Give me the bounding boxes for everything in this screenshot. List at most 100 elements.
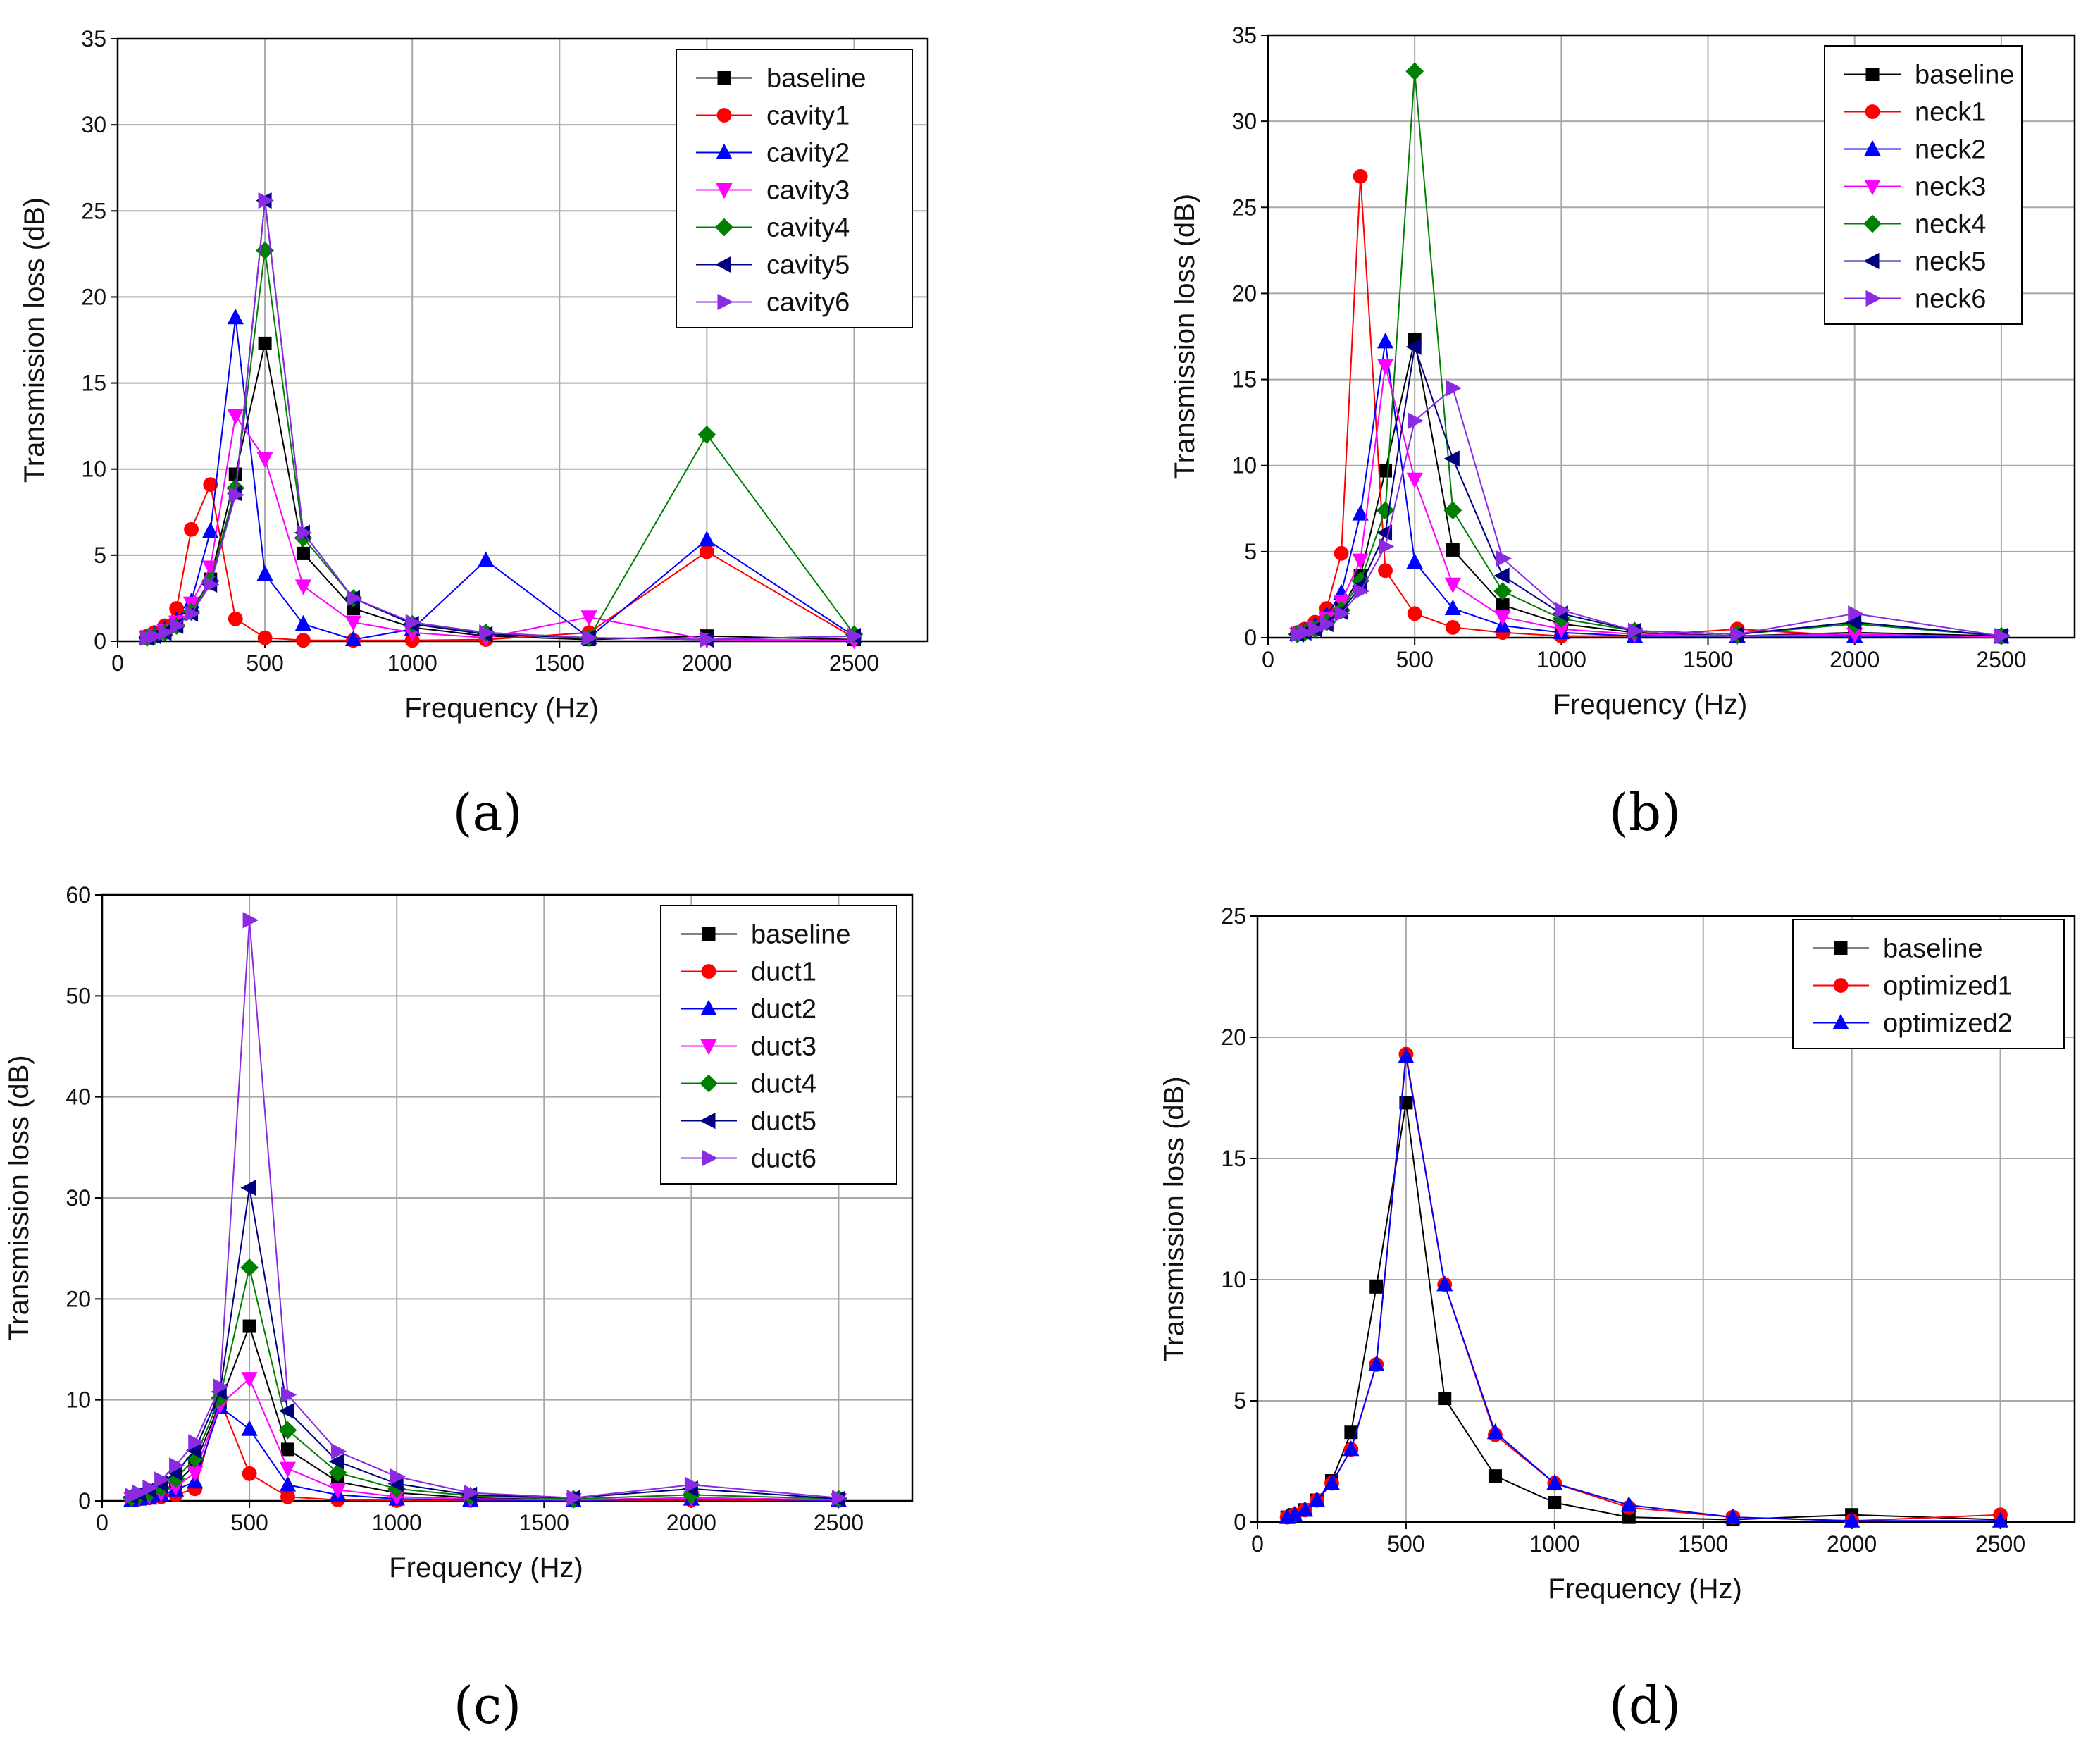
y-tick-label: 10 <box>66 1387 91 1413</box>
y-tick-label: 20 <box>1221 1025 1246 1050</box>
legend: baseline cavity1 cavity2 cavity3 cavity4 cavi… <box>676 49 913 328</box>
data-point-neck6 <box>1353 583 1369 600</box>
legend-label-baseline: baseline <box>1883 934 1983 964</box>
data-point-cavity2 <box>227 308 244 325</box>
legend-marker-cavity1 <box>716 108 732 123</box>
data-point-cavity2 <box>698 531 715 547</box>
data-point-neck3 <box>1352 553 1369 569</box>
axes-frame <box>1267 34 2076 639</box>
data-point-neck6 <box>1334 605 1350 622</box>
y-tick-label: 20 <box>66 1286 91 1311</box>
legend-marker-duct6 <box>702 1149 718 1167</box>
data-point-cavity6 <box>170 617 186 634</box>
data-point-cavity1 <box>184 521 199 537</box>
x-tick-label: 2500 <box>814 1510 864 1535</box>
data-point-duct4 <box>278 1421 297 1440</box>
x-tick-label: 2000 <box>666 1510 716 1535</box>
chart-panel-3: 0 500 1000 1500 2000 2500 0 10 20 30 40 50 60 Frequen… <box>4 882 914 1583</box>
data-point-neck1 <box>1407 606 1422 621</box>
data-point-cavity3 <box>344 615 362 631</box>
data-point-baseline <box>1446 543 1460 557</box>
legend-label-baseline: baseline <box>751 920 851 950</box>
y-axis-title: Transmission loss (dB) <box>4 1055 35 1340</box>
y-tick-label: 5 <box>94 543 106 568</box>
data-point-neck2 <box>1352 505 1369 521</box>
legend-label-cavity6: cavity6 <box>766 288 850 318</box>
y-tick-label: 15 <box>1221 1146 1246 1171</box>
legend-marker-duct1 <box>701 964 716 979</box>
legend-marker-duct3 <box>700 1039 717 1056</box>
chart-panel-4: 0 500 1000 1500 2000 2500 0 5 10 15 20 25 Frequency … <box>1159 903 2076 1604</box>
legend-marker-cavity3 <box>716 183 733 199</box>
legend-label-neck2: neck2 <box>1915 135 1986 165</box>
x-axis-title: Frequency (Hz) <box>1548 1573 1742 1604</box>
x-tick-label: 2500 <box>829 650 879 676</box>
data-point-optimized2 <box>1343 1440 1360 1457</box>
y-tick-label: 25 <box>1231 194 1257 220</box>
data-point-optimized2 <box>1436 1275 1453 1292</box>
data-point-neck6 <box>1554 602 1571 619</box>
x-tick-label: 500 <box>1387 1531 1424 1557</box>
data-point-neck4 <box>1376 501 1395 520</box>
data-point-optimized2 <box>1992 1511 2009 1528</box>
data-point-duct6 <box>169 1457 185 1474</box>
series-cavity6 <box>140 192 864 648</box>
x-tick-label: 500 <box>246 650 283 676</box>
data-point-neck6 <box>1848 605 1864 622</box>
x-tick-label: 500 <box>1396 647 1433 672</box>
y-axis-title: Transmission loss (dB) <box>19 197 50 483</box>
y-tick-label: 25 <box>81 198 106 223</box>
chart-panel-1: 0 500 1000 1500 2000 2500 0 5 10 15 20 25 30 35 Freque… <box>19 26 929 724</box>
legend-marker-duct2 <box>700 999 717 1015</box>
data-point-neck5 <box>1443 450 1460 467</box>
y-tick-label: 0 <box>78 1488 91 1514</box>
data-point-neck6 <box>1308 621 1324 638</box>
legend-marker-neck3 <box>1864 180 1881 196</box>
legend-label-optimized2: optimized2 <box>1883 1009 2013 1039</box>
data-point-duct6 <box>154 1471 170 1488</box>
data-point-cavity4 <box>697 426 716 444</box>
data-point-optimized2 <box>1296 1501 1314 1517</box>
legend-marker-optimized2 <box>1832 1013 1849 1029</box>
data-point-baseline <box>280 1442 294 1457</box>
legend-label-duct2: duct2 <box>751 995 816 1025</box>
y-axis-title: Transmission loss (dB) <box>1159 1076 1190 1361</box>
legend-marker-cavity4 <box>715 218 733 237</box>
y-tick-label: 0 <box>1234 1509 1246 1535</box>
data-point-baseline <box>228 467 242 481</box>
data-point-neck3 <box>1406 472 1423 489</box>
legend-label-duct6: duct6 <box>751 1144 816 1174</box>
data-point-neck6 <box>1730 626 1746 643</box>
data-point-cavity6 <box>479 624 495 641</box>
legend-label-cavity5: cavity5 <box>766 251 850 280</box>
y-tick-label: 35 <box>81 26 106 51</box>
legend-label-cavity4: cavity4 <box>766 214 850 243</box>
data-point-cavity6 <box>347 590 363 607</box>
data-point-optimized2 <box>1308 1491 1325 1507</box>
data-point-neck3 <box>1377 359 1394 375</box>
data-point-duct6 <box>213 1378 230 1395</box>
x-tick-label: 1500 <box>519 1510 569 1535</box>
data-point-neck1 <box>1334 545 1349 561</box>
y-tick-label: 30 <box>1231 109 1257 134</box>
data-point-neck1 <box>1378 563 1393 579</box>
panel-label-a: (a) <box>452 783 522 842</box>
data-point-baseline <box>1438 1392 1452 1406</box>
data-point-cavity1 <box>203 477 218 493</box>
x-tick-label: 2000 <box>1829 647 1880 672</box>
legend-label-neck4: neck4 <box>1915 210 1986 240</box>
y-tick-label: 20 <box>1231 280 1257 306</box>
data-point-cavity6 <box>296 524 313 541</box>
legend-label-neck6: neck6 <box>1915 285 1986 314</box>
legend-box <box>1824 45 2023 325</box>
y-tick-label: 60 <box>66 882 91 908</box>
x-tick-label: 0 <box>1262 647 1274 672</box>
legend-marker-neck6 <box>1865 290 1882 307</box>
data-point-optimized2 <box>1486 1423 1504 1440</box>
data-point-baseline <box>1379 464 1393 478</box>
data-point-baseline <box>258 336 272 350</box>
data-point-duct2 <box>279 1476 297 1492</box>
legend-marker-optimized1 <box>1833 978 1849 993</box>
data-point-duct6 <box>132 1484 149 1502</box>
x-tick-label: 1000 <box>1536 647 1586 672</box>
